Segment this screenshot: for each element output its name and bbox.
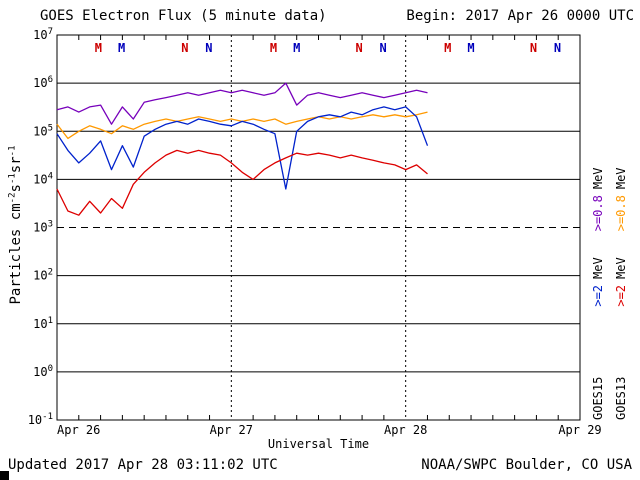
legend-goes15-ge2-label: >=2	[591, 284, 605, 307]
legend-goes13-ge08-label: >=0.8	[614, 195, 628, 232]
legend-goes15-ge2-unit: MeV	[591, 257, 605, 279]
svg-text:106: 106	[33, 75, 53, 90]
y-axis-label-s: s	[8, 184, 24, 193]
svg-text:102: 102	[33, 268, 53, 283]
legend-goes13-label: GOES13	[614, 376, 628, 420]
svg-text:101: 101	[33, 316, 53, 331]
svg-text:105: 105	[33, 123, 53, 138]
svg-text:N: N	[554, 41, 561, 55]
svg-text:10-1: 10-1	[28, 412, 53, 427]
x-axis-label: Universal Time	[267, 437, 370, 451]
legend-goes13-ge2-label: >=2	[614, 284, 628, 307]
corner-artifact	[0, 471, 9, 480]
svg-text:104: 104	[33, 171, 53, 186]
svg-text:M: M	[444, 41, 451, 55]
legend-goes13-ge08-unit: MeV	[614, 167, 628, 190]
svg-text:Apr 29: Apr 29	[558, 423, 601, 437]
y-axis-sup-1: -2	[7, 192, 18, 204]
svg-text:M: M	[270, 41, 277, 55]
chart-title: GOES Electron Flux (5 minute data)	[40, 8, 327, 24]
svg-text:N: N	[181, 41, 188, 55]
svg-text:M: M	[467, 41, 474, 55]
svg-text:Apr 28: Apr 28	[384, 423, 427, 437]
legend-goes13-ge2-unit: MeV	[614, 257, 628, 279]
legend-goes15-column: GOES15 >=2 MeV >=0.8 MeV	[591, 167, 605, 420]
updated-timestamp: Updated 2017 Apr 28 03:11:02 UTC	[8, 457, 278, 473]
svg-text:M: M	[118, 41, 125, 55]
svg-text:100: 100	[33, 364, 53, 379]
svg-text:N: N	[356, 41, 363, 55]
legend-goes13-column: GOES13 >=2 MeV >=0.8 MeV	[614, 167, 628, 420]
y-axis-label: Particles cm-2s-1sr-1	[7, 145, 24, 305]
begin-timestamp: Begin: 2017 Apr 26 0000 UTC	[406, 8, 634, 24]
svg-text:M: M	[95, 41, 102, 55]
credit-text: NOAA/SWPC Boulder, CO USA	[421, 457, 632, 473]
svg-text:N: N	[530, 41, 537, 55]
y-axis-sup-2: -1	[7, 173, 18, 185]
y-axis-sup-3: -1	[7, 145, 18, 157]
svg-text:Apr 26: Apr 26	[57, 423, 100, 437]
legend-goes15-label: GOES15	[591, 376, 605, 420]
svg-text:M: M	[293, 41, 300, 55]
legend-goes15-ge08-label: >=0.8	[591, 195, 605, 232]
svg-text:107: 107	[33, 27, 53, 42]
y-axis-label-sr: sr	[8, 156, 24, 174]
y-axis-label-text: Particles cm	[8, 203, 24, 305]
svg-text:N: N	[205, 41, 212, 55]
svg-text:Apr 27: Apr 27	[210, 423, 253, 437]
legend-goes15-ge08-unit: MeV	[591, 167, 605, 190]
svg-text:N: N	[380, 41, 387, 55]
svg-text:103: 103	[33, 220, 53, 235]
